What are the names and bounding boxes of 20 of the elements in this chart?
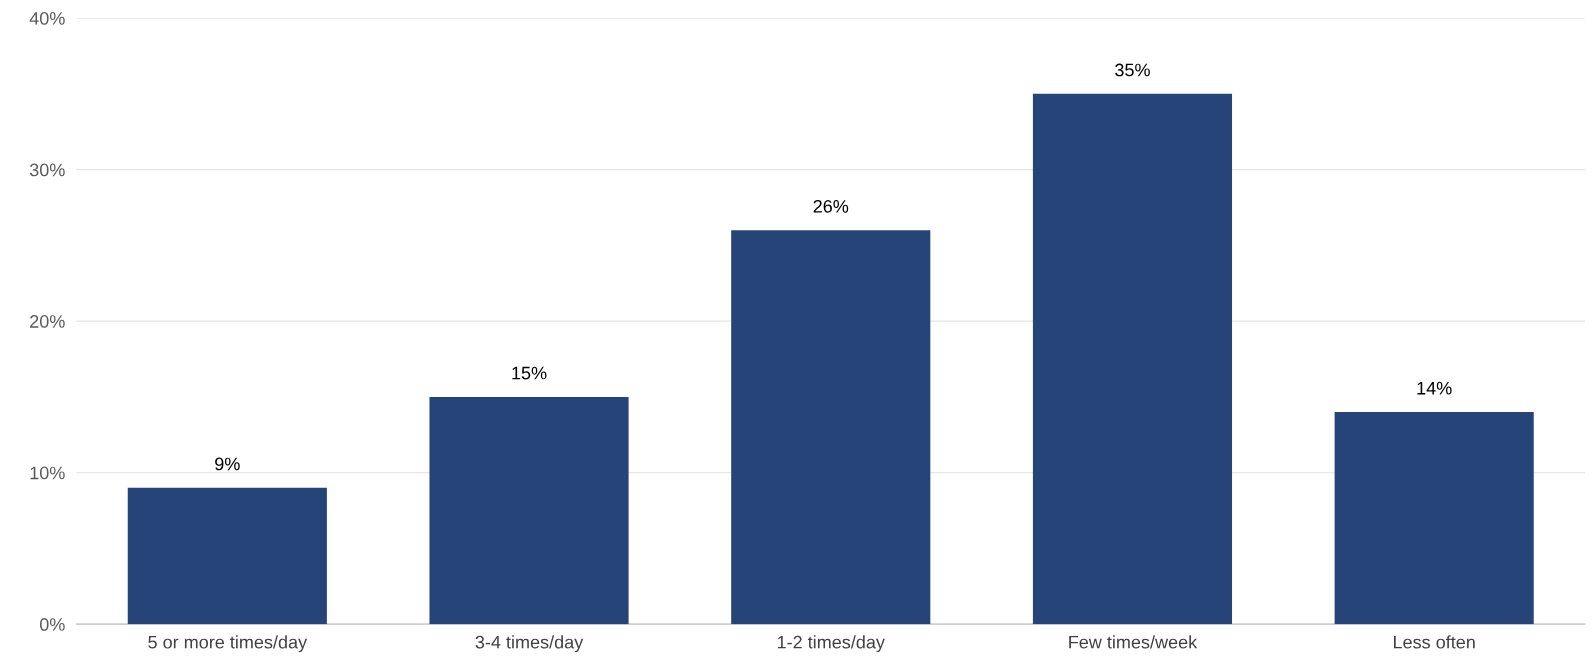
data-label: 14% (1417, 381, 1452, 395)
x-tick-label: 1-2 times/day (777, 635, 885, 653)
x-tick-label: 3-4 times/day (475, 635, 584, 653)
y-tick-label: 30% (29, 163, 65, 177)
bar (731, 230, 931, 625)
data-label: 35% (1115, 63, 1150, 77)
y-tick-label: 0% (39, 618, 65, 631)
bar (127, 487, 327, 625)
x-tick-label: Less often (1394, 635, 1475, 649)
x-tick-label: Few times/week (1069, 635, 1198, 649)
x-tick-label: 5 or more times/day (148, 635, 308, 653)
y-tick-label: 10% (30, 466, 65, 480)
y-tick-label: 20% (30, 315, 65, 328)
bar (429, 396, 629, 625)
bar (1032, 93, 1233, 625)
data-label: 15% (512, 366, 547, 380)
data-label: 9% (215, 457, 240, 471)
y-tick-label: 40% (29, 12, 65, 25)
bar (1334, 412, 1534, 625)
data-label: 26% (813, 199, 849, 213)
